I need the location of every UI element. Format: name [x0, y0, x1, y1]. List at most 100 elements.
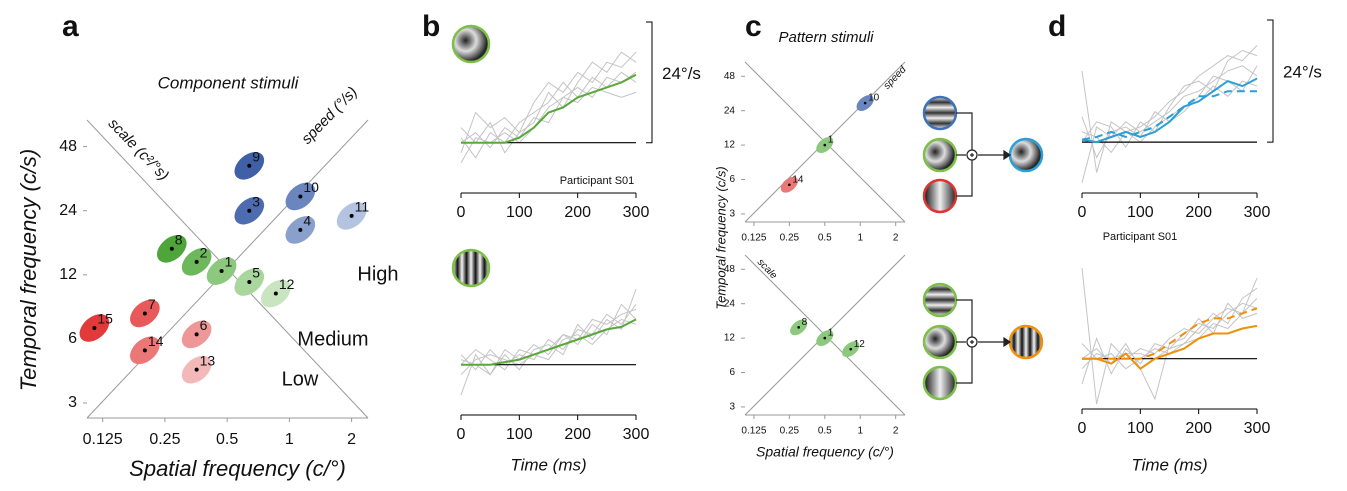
x-tick-label: 0.5: [818, 233, 832, 244]
y-tick-label: 3: [729, 209, 735, 220]
trial-trace: [460, 289, 637, 376]
trial-trace: [460, 51, 637, 153]
stimulus-number: 15: [97, 311, 113, 327]
center-dot: [142, 311, 147, 316]
stimulus-number: 14: [148, 333, 164, 349]
x-tick-label: 1: [857, 233, 863, 244]
stimulus-number: 1: [828, 328, 834, 339]
mean-trace: [1081, 77, 1258, 144]
stimulus-number: 13: [200, 352, 216, 368]
center-dot: [849, 347, 853, 351]
x-tick-label: 1: [285, 431, 294, 448]
y-tick-label: 12: [724, 333, 736, 344]
x-axis-title: Spatial frequency (c/°): [756, 444, 894, 460]
participant-label: Participant S01: [1103, 231, 1178, 243]
scale-bar: [646, 21, 653, 144]
y-tick-label: 6: [729, 174, 735, 185]
panel-title: Pattern stimuli: [778, 29, 874, 46]
x-tick-label: 2: [893, 233, 899, 244]
center-dot: [863, 101, 867, 105]
center-dot: [142, 348, 147, 353]
x-tick-label: 1: [857, 426, 863, 437]
stimulus-number: 10: [868, 93, 880, 104]
y-tick-label: 12: [59, 266, 77, 283]
y-tick-label: 24: [724, 298, 736, 309]
x-tick-label: 200: [1185, 420, 1212, 437]
y-axis-title: Temporal frequency (c/s): [713, 166, 728, 309]
x-tick-label: 200: [564, 204, 591, 221]
y-tick-label: 12: [724, 140, 736, 151]
y-tick-label: 48: [724, 71, 736, 82]
center-dot: [247, 163, 252, 168]
y-tick-label: 48: [59, 138, 77, 155]
stimulus-number: 1: [828, 135, 834, 146]
center-dot: [273, 291, 278, 296]
participant-label: Participant S01: [560, 175, 635, 187]
x-tick-label: 300: [623, 204, 650, 221]
x-tick-label: 100: [506, 426, 533, 443]
y-tick-label: 24: [59, 202, 77, 219]
stimulus-number: 10: [303, 179, 319, 195]
center-dot: [194, 332, 199, 337]
trial-trace: [1081, 49, 1258, 149]
trial-trace: [460, 51, 637, 154]
stimulus-number: 6: [200, 317, 208, 333]
center-dot: [92, 325, 97, 330]
stimulus-number: 5: [252, 265, 260, 281]
x-tick-label: 2: [347, 431, 356, 448]
stimulus-number: 7: [148, 296, 156, 312]
scale-bar-label: 24°/s: [662, 64, 701, 83]
center-dot: [169, 246, 174, 251]
x-tick-label: 200: [564, 426, 591, 443]
x-tick-label: 0.125: [741, 426, 766, 437]
stimulus-number: 2: [200, 245, 208, 261]
y-axis-title: Temporal frequency (c/s): [16, 149, 41, 392]
x-tick-label: 300: [1244, 204, 1271, 221]
x-tick-label: 0: [1078, 420, 1087, 437]
group-label: Low: [282, 368, 319, 390]
x-tick-label: 100: [1127, 204, 1154, 221]
panel-title: Component stimuli: [158, 73, 300, 92]
x-tick-label: 0: [1078, 204, 1087, 221]
panel-letter: a: [62, 10, 79, 43]
x-tick-label: 0.25: [780, 426, 800, 437]
scale-label: scale: [755, 257, 779, 282]
center-dot: [247, 208, 252, 213]
stimulus-icons: [451, 24, 1044, 401]
x-tick-label: 100: [506, 204, 533, 221]
stimulus-number: 9: [252, 149, 260, 165]
connectors: [956, 112, 1012, 384]
mean-trace: [1082, 324, 1258, 371]
x-tick-label: 0.125: [741, 233, 766, 244]
x-axis-title: Time (ms): [1131, 455, 1207, 474]
center-dot: [823, 143, 827, 147]
y-tick-label: 24: [724, 105, 736, 116]
trial-trace: [460, 86, 637, 149]
x-tick-label: 0.125: [83, 431, 123, 448]
x-tick-label: 300: [623, 426, 650, 443]
stimulus-number: 8: [175, 231, 183, 247]
x-tick-label: 0: [457, 204, 466, 221]
center-dot: [788, 183, 791, 187]
stimulus-number: 14: [792, 174, 804, 185]
center-dot: [349, 213, 354, 218]
y-tick-label: 48: [724, 264, 736, 275]
mean-trace: [461, 73, 637, 144]
y-tick-label: 6: [729, 367, 735, 378]
center-dot: [797, 326, 800, 329]
center-dot: [219, 269, 224, 274]
x-tick-label: 200: [1185, 204, 1212, 221]
x-tick-label: 0.25: [780, 233, 800, 244]
center-dot: [298, 227, 303, 232]
x-axis-title: Time (ms): [510, 455, 586, 474]
x-tick-label: 0.5: [818, 426, 832, 437]
x-tick-label: 0.25: [149, 431, 180, 448]
x-tick-label: 0.5: [216, 431, 238, 448]
scale-bar: [1267, 19, 1274, 143]
stimulus-number: 4: [303, 213, 311, 229]
panel-letter: c: [745, 10, 762, 43]
scale-bar-label: 24°/s: [1283, 63, 1322, 82]
center-dot: [194, 367, 199, 372]
trial-trace: [460, 304, 637, 371]
